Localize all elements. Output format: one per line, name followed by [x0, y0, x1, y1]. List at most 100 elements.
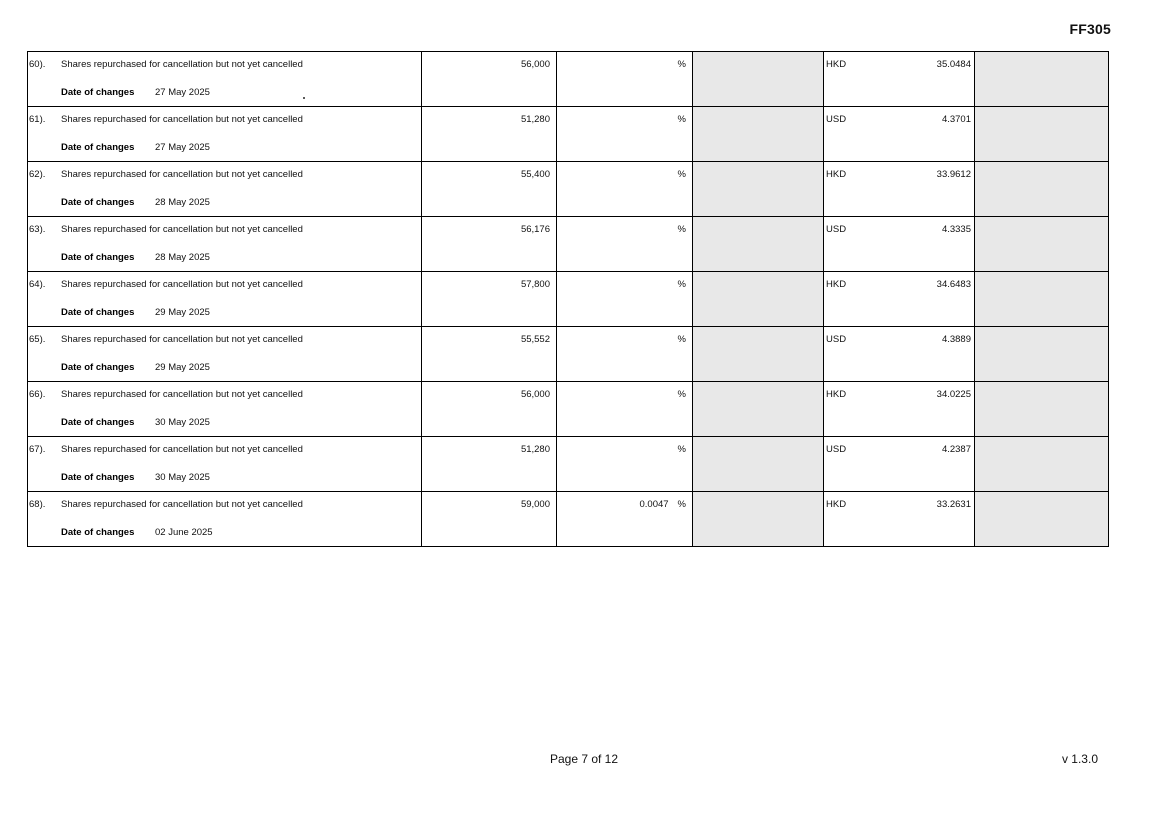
- date-of-changes-value: 30 May 2025: [155, 472, 210, 483]
- cell-currency-price: USD 4.2387: [823, 436, 975, 492]
- row-index: 64).: [29, 279, 46, 290]
- table-body: 60). Shares repurchased for cancellation …: [27, 51, 1109, 547]
- cell-currency-price: HKD 34.6483: [823, 271, 975, 327]
- cell-currency-price: HKD 33.2631: [823, 491, 975, 547]
- cell-percentage: %: [556, 326, 693, 382]
- row-description: Shares repurchased for cancellation but …: [61, 389, 303, 400]
- row-index: 60).: [29, 59, 46, 70]
- table-row: 63). Shares repurchased for cancellation …: [27, 216, 1109, 272]
- date-of-changes-label: Date of changes: [61, 142, 135, 153]
- cell-percentage: %: [556, 436, 693, 492]
- cell-currency-price: USD 4.3889: [823, 326, 975, 382]
- price-value: 33.2631: [936, 499, 971, 510]
- price-value: 35.0484: [936, 59, 971, 70]
- percentage-group: %: [669, 169, 686, 180]
- percentage-group: %: [669, 334, 686, 345]
- percent-sign: %: [677, 169, 686, 180]
- percentage-group: %: [669, 444, 686, 455]
- date-of-changes-label: Date of changes: [61, 307, 135, 318]
- price-value: 34.0225: [936, 389, 971, 400]
- cell-description: 62). Shares repurchased for cancellation …: [27, 161, 422, 217]
- date-of-changes-label: Date of changes: [61, 197, 135, 208]
- percentage-group: 0.0047%: [639, 499, 686, 510]
- date-of-changes-value: 30 May 2025: [155, 417, 210, 428]
- cell-reserved-right: [974, 381, 1109, 437]
- cell-percentage: 0.0047%: [556, 491, 693, 547]
- percent-sign: %: [677, 114, 686, 125]
- table-row: 68). Shares repurchased for cancellation …: [27, 491, 1109, 547]
- price-value: 33.9612: [936, 169, 971, 180]
- percent-sign: %: [677, 59, 686, 70]
- cell-quantity: 51,280: [421, 106, 557, 162]
- price-value: 4.3335: [941, 224, 971, 235]
- quantity-value: 55,552: [520, 334, 550, 345]
- cell-description: 65). Shares repurchased for cancellation …: [27, 326, 422, 382]
- date-of-changes-label: Date of changes: [61, 87, 135, 98]
- currency-code: USD: [826, 224, 847, 235]
- cell-percentage: %: [556, 161, 693, 217]
- table-row: 66). Shares repurchased for cancellation …: [27, 381, 1109, 437]
- cell-reserved-left: [692, 436, 824, 492]
- row-index: 62).: [29, 169, 46, 180]
- cell-reserved-right: [974, 271, 1109, 327]
- date-of-changes-label: Date of changes: [61, 527, 135, 538]
- table-row: 60). Shares repurchased for cancellation …: [27, 51, 1109, 107]
- price-value: 34.6483: [936, 279, 971, 290]
- cell-reserved-right: [974, 216, 1109, 272]
- cell-percentage: %: [556, 106, 693, 162]
- date-of-changes-label: Date of changes: [61, 362, 135, 373]
- currency-code: HKD: [826, 499, 847, 510]
- cell-reserved-right: [974, 491, 1109, 547]
- cell-reserved-left: [692, 51, 824, 107]
- cell-description: 63). Shares repurchased for cancellation …: [27, 216, 422, 272]
- date-of-changes-value: 02 June 2025: [155, 527, 213, 538]
- row-description: Shares repurchased for cancellation but …: [61, 59, 303, 70]
- cell-reserved-left: [692, 106, 824, 162]
- currency-code: HKD: [826, 59, 847, 70]
- cell-reserved-left: [692, 271, 824, 327]
- cell-quantity: 57,800: [421, 271, 557, 327]
- row-index: 68).: [29, 499, 46, 510]
- footer-page-number: Page 7 of 12: [549, 752, 619, 766]
- percentage-group: %: [669, 114, 686, 125]
- date-of-changes-value: 27 May 2025: [155, 142, 210, 153]
- date-of-changes-value: 29 May 2025: [155, 307, 210, 318]
- quantity-value: 56,176: [520, 224, 550, 235]
- cell-reserved-left: [692, 491, 824, 547]
- row-index: 65).: [29, 334, 46, 345]
- cell-description: 67). Shares repurchased for cancellation …: [27, 436, 422, 492]
- cell-quantity: 51,280: [421, 436, 557, 492]
- row-description: Shares repurchased for cancellation but …: [61, 444, 303, 455]
- row-index: 66).: [29, 389, 46, 400]
- date-of-changes-label: Date of changes: [61, 472, 135, 483]
- price-value: 4.3889: [941, 334, 971, 345]
- table-row: 61). Shares repurchased for cancellation …: [27, 106, 1109, 162]
- date-of-changes-label: Date of changes: [61, 417, 135, 428]
- date-of-changes-label: Date of changes: [61, 252, 135, 263]
- cell-reserved-right: [974, 51, 1109, 107]
- quantity-value: 51,280: [520, 444, 550, 455]
- table-row: 65). Shares repurchased for cancellation …: [27, 326, 1109, 382]
- cell-quantity: 55,552: [421, 326, 557, 382]
- cell-percentage: %: [556, 216, 693, 272]
- currency-code: USD: [826, 114, 847, 125]
- percentage-value: 0.0047: [639, 499, 669, 510]
- cell-reserved-left: [692, 326, 824, 382]
- quantity-value: 59,000: [520, 499, 550, 510]
- share-repurchase-table: 60). Shares repurchased for cancellation …: [27, 51, 1109, 547]
- currency-code: HKD: [826, 169, 847, 180]
- percentage-group: %: [669, 279, 686, 290]
- row-index: 61).: [29, 114, 46, 125]
- cell-reserved-left: [692, 381, 824, 437]
- row-index: 63).: [29, 224, 46, 235]
- row-description: Shares repurchased for cancellation but …: [61, 169, 303, 180]
- date-of-changes-value: 29 May 2025: [155, 362, 210, 373]
- date-of-changes-value: 28 May 2025: [155, 252, 210, 263]
- row-index: 67).: [29, 444, 46, 455]
- row-description: Shares repurchased for cancellation but …: [61, 114, 303, 125]
- percent-sign: %: [677, 334, 686, 345]
- price-value: 4.3701: [941, 114, 971, 125]
- scan-artifact-dot: [303, 97, 305, 99]
- quantity-value: 55,400: [520, 169, 550, 180]
